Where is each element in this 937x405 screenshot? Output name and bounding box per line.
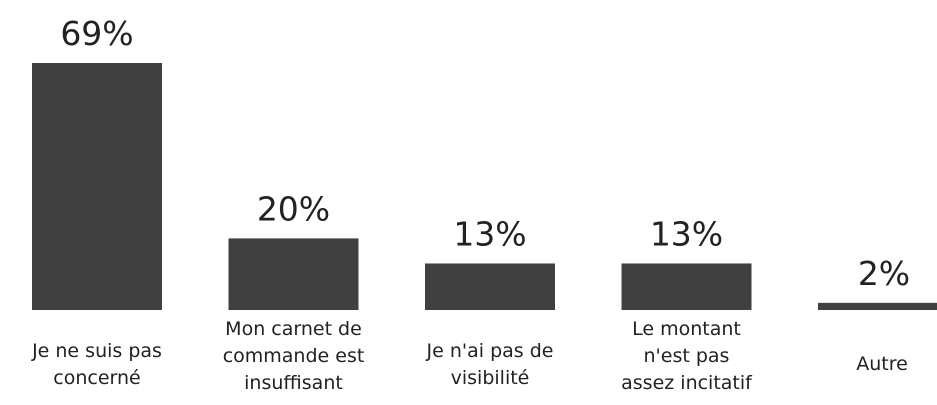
value-label: 69% bbox=[60, 14, 133, 53]
category-label: Mon carnet de commande est insuffisant bbox=[222, 318, 365, 394]
bar bbox=[228, 238, 359, 310]
bar bbox=[818, 302, 937, 310]
category-label: Le montant n'est pas assez incitatif bbox=[621, 318, 752, 394]
bar bbox=[425, 263, 555, 310]
value-label: 13% bbox=[453, 214, 526, 253]
category-label: Autre bbox=[856, 353, 908, 375]
bar bbox=[32, 62, 162, 311]
value-label: 2% bbox=[858, 254, 910, 293]
category-label: Je ne suis pas concerné bbox=[32, 340, 162, 389]
bar bbox=[621, 263, 752, 310]
category-label: Je n'ai pas de visibilité bbox=[426, 340, 554, 389]
value-label: 13% bbox=[650, 214, 723, 253]
value-label: 20% bbox=[257, 189, 330, 228]
